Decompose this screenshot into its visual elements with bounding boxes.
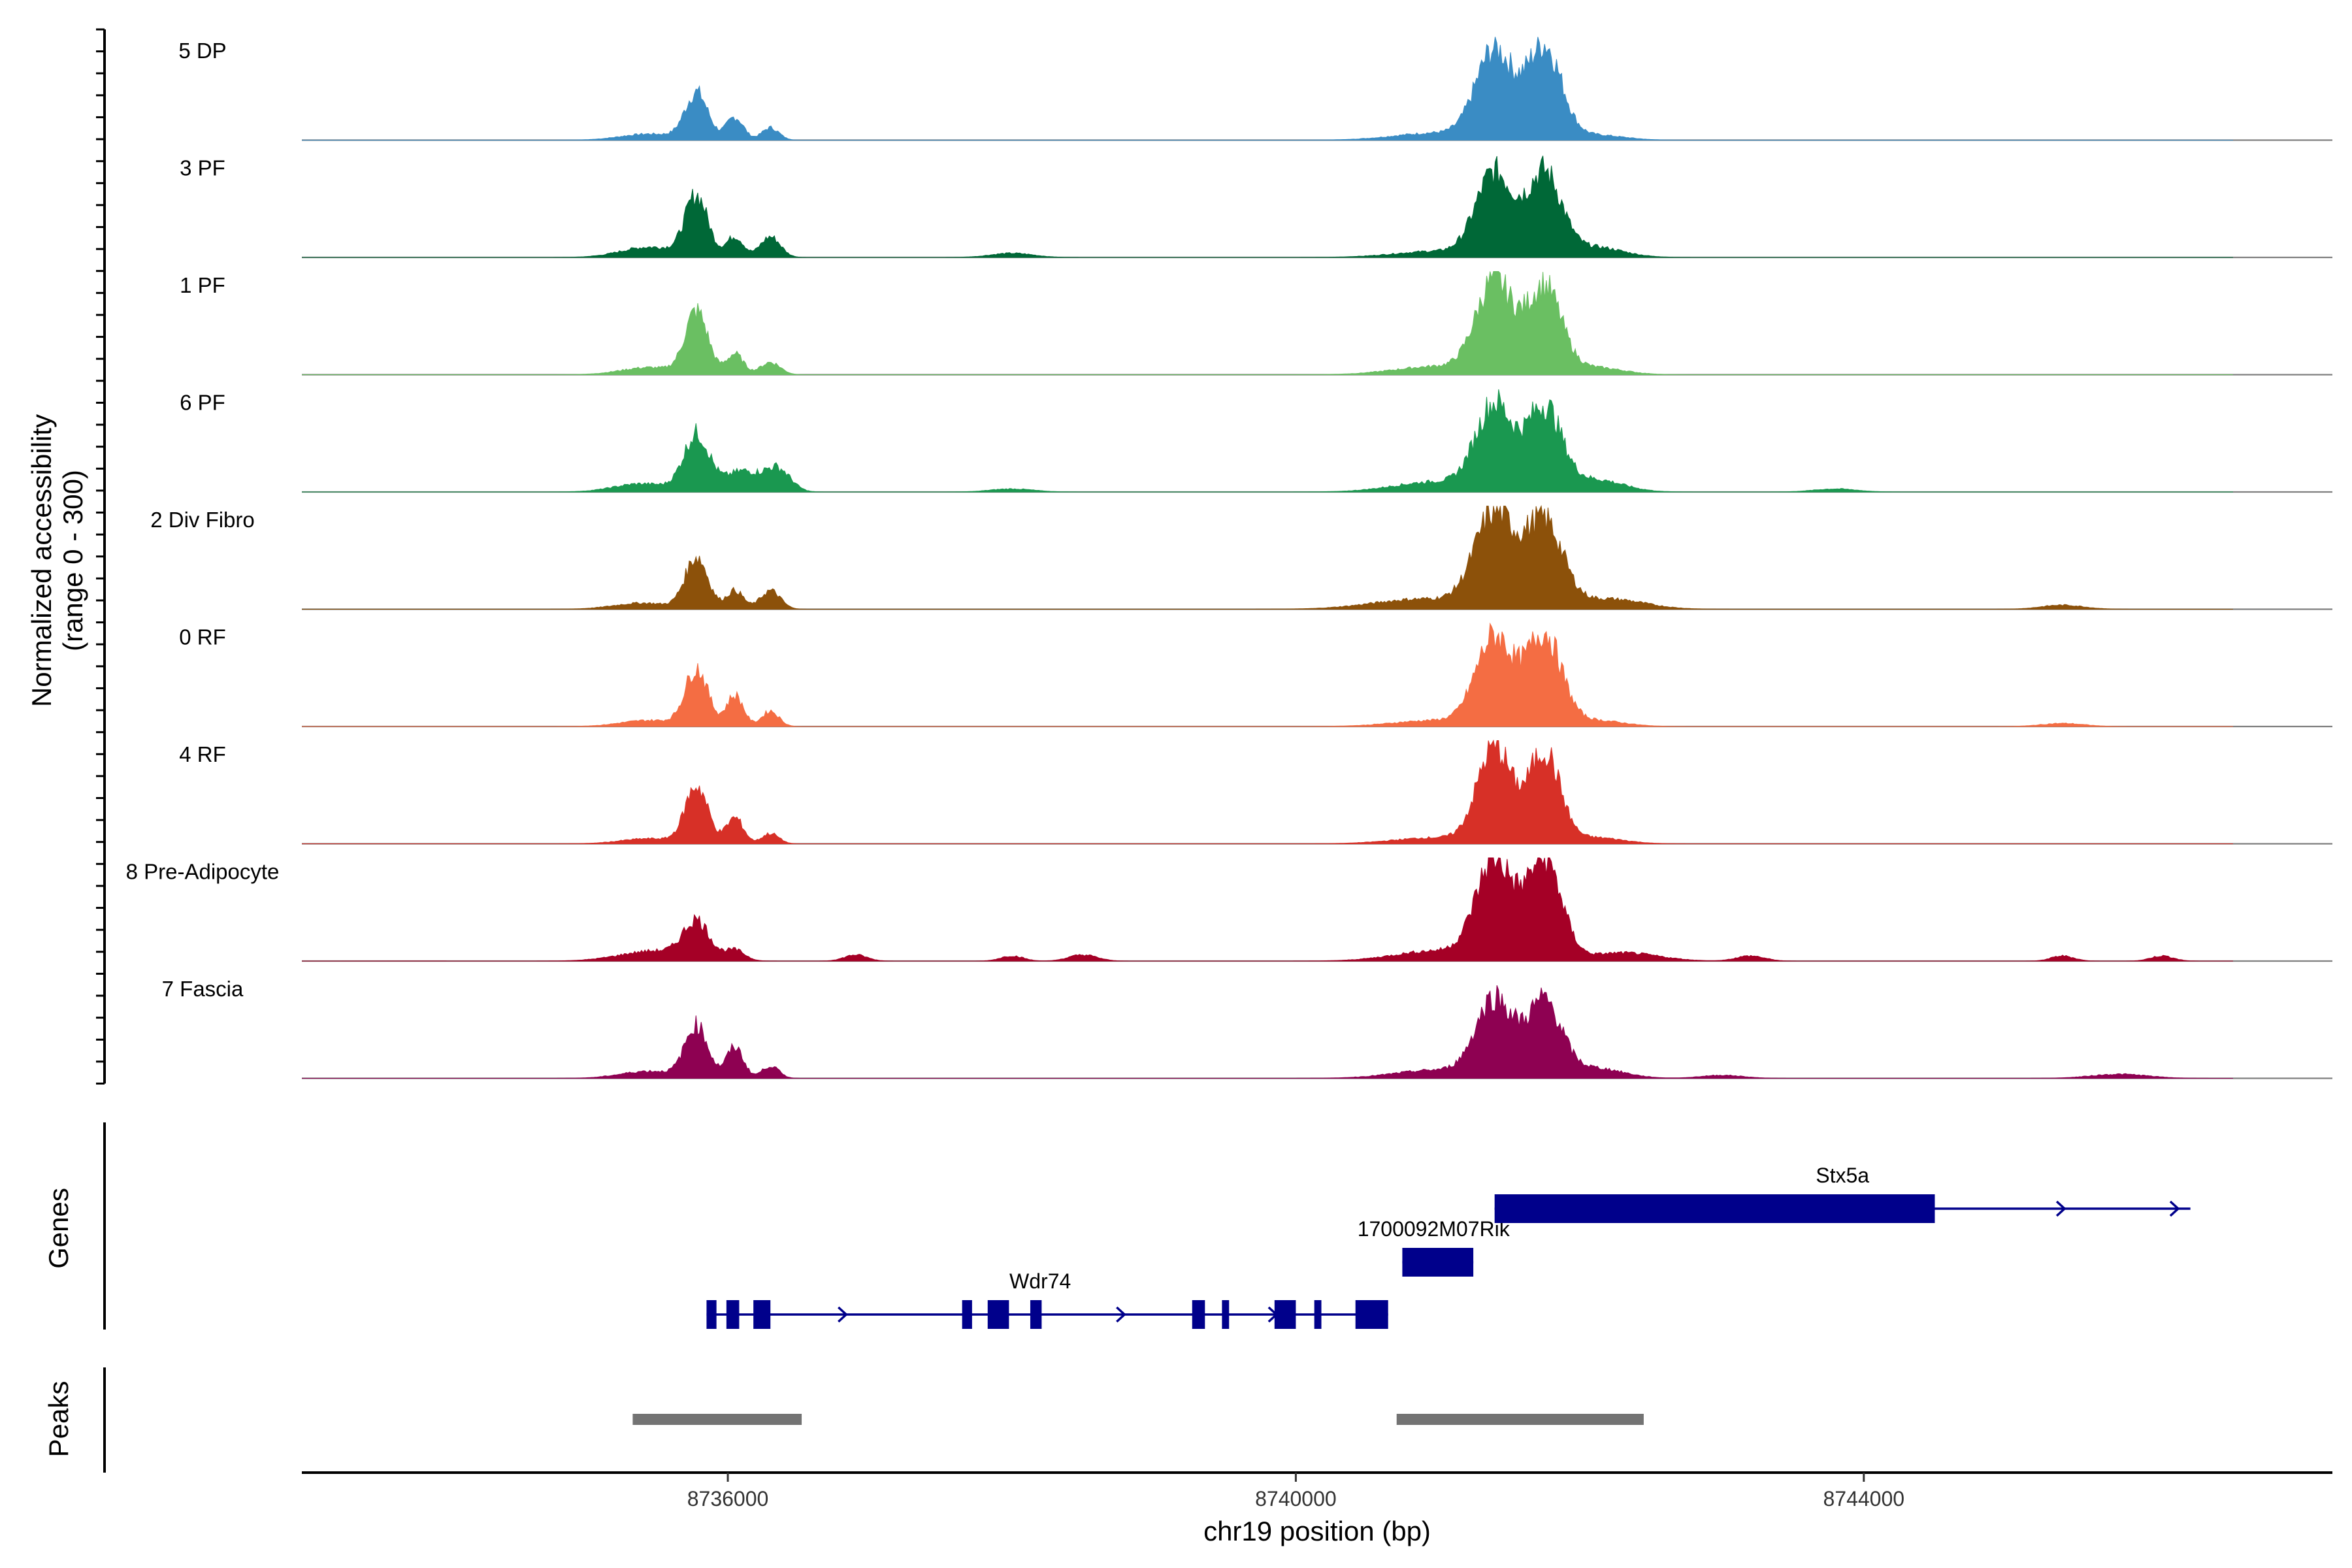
coverage-track: 7 Fascia <box>162 977 2332 1079</box>
gene-name-label: Wdr74 <box>1009 1269 1071 1293</box>
coverage-area <box>302 504 2233 610</box>
gene-exon <box>1494 1194 1935 1223</box>
coverage-y-title-line1: Normalized accessibility <box>26 414 57 707</box>
coverage-track: 4 RF <box>179 740 2332 845</box>
gene-strand-arrow <box>838 1306 848 1323</box>
peak-region <box>632 1414 802 1425</box>
track-label: 4 RF <box>179 742 226 766</box>
coverage-area <box>302 155 2233 258</box>
x-axis: 8736000 8740000 8744000 chr19 position (bp) <box>302 1471 2332 1546</box>
coverage-track: 2 Div Fibro <box>150 504 2332 610</box>
gene-strand-arrow <box>1116 1306 1126 1323</box>
x-tick-label: 8740000 <box>1255 1487 1337 1511</box>
coverage-area <box>302 389 2233 493</box>
track-label: 2 Div Fibro <box>150 508 255 532</box>
gene-exon <box>962 1300 972 1329</box>
genes-panel: Genes Wdr74 1700092M07Rik Stx5a <box>43 1122 2191 1330</box>
gene-exon <box>1355 1300 1388 1329</box>
gene-exon <box>1222 1300 1230 1329</box>
gene-exon <box>1030 1300 1042 1329</box>
gene-name-label: Stx5a <box>1816 1164 1869 1187</box>
x-tick-label: 8744000 <box>1823 1487 1904 1511</box>
gene-exon <box>753 1300 771 1329</box>
gene-strand-arrow <box>1452 1254 1463 1271</box>
coverage-panel: Normalized accessibility(range 0 - 300) 5… <box>26 28 2332 1085</box>
track-label: 7 Fascia <box>162 977 244 1001</box>
peaks-panel: Peaks <box>43 1367 1644 1473</box>
coverage-area <box>302 37 2233 140</box>
gene-exon <box>706 1300 717 1329</box>
gene-strand-arrow <box>2055 1200 2066 1217</box>
gene-exon <box>987 1300 1009 1329</box>
track-label: 1 PF <box>180 273 225 297</box>
gene-model: Stx5a <box>1494 1164 2191 1223</box>
gene-name-label: 1700092M07Rik <box>1358 1217 1511 1241</box>
coverage-track: 3 PF <box>180 155 2332 259</box>
coverage-area <box>301 857 2233 962</box>
coverage-track: 5 DP <box>178 37 2332 141</box>
track-label: 3 PF <box>180 156 225 180</box>
peaks-y-title: Peaks <box>43 1381 74 1458</box>
gene-exon <box>726 1300 740 1329</box>
gene-model: 1700092M07Rik <box>1358 1217 1511 1277</box>
gene-strand-arrow <box>1495 1200 1506 1217</box>
gene-model: Wdr74 <box>706 1269 1388 1329</box>
track-label: 8 Pre-Adipocyte <box>126 860 280 884</box>
coverage-track: 1 PF <box>180 271 2332 376</box>
coverage-area <box>302 985 2233 1079</box>
coverage-track: 6 PF <box>180 389 2332 493</box>
x-tick-label: 8736000 <box>687 1487 769 1511</box>
track-label: 0 RF <box>179 625 226 649</box>
peak-region <box>1396 1414 1644 1425</box>
coverage-area <box>302 271 2233 375</box>
coverage-area <box>302 740 2233 844</box>
gene-strand-arrow <box>2169 1200 2180 1217</box>
genes-y-title: Genes <box>43 1188 74 1269</box>
coverage-track: 8 Pre-Adipocyte <box>126 857 2332 962</box>
coverage-area <box>302 622 2233 727</box>
x-axis-title: chr19 position (bp) <box>1203 1516 1431 1546</box>
gene-strand-arrow <box>1267 1306 1279 1323</box>
track-label: 6 PF <box>180 391 225 415</box>
track-label: 5 DP <box>178 39 226 63</box>
gene-exon <box>1314 1300 1322 1329</box>
coverage-y-title-line2: (range 0 - 300) <box>57 470 88 651</box>
coverage-y-title: Normalized accessibility(range 0 - 300) <box>26 414 88 707</box>
coverage-track: 0 RF <box>179 622 2332 728</box>
gene-exon <box>1192 1300 1205 1329</box>
